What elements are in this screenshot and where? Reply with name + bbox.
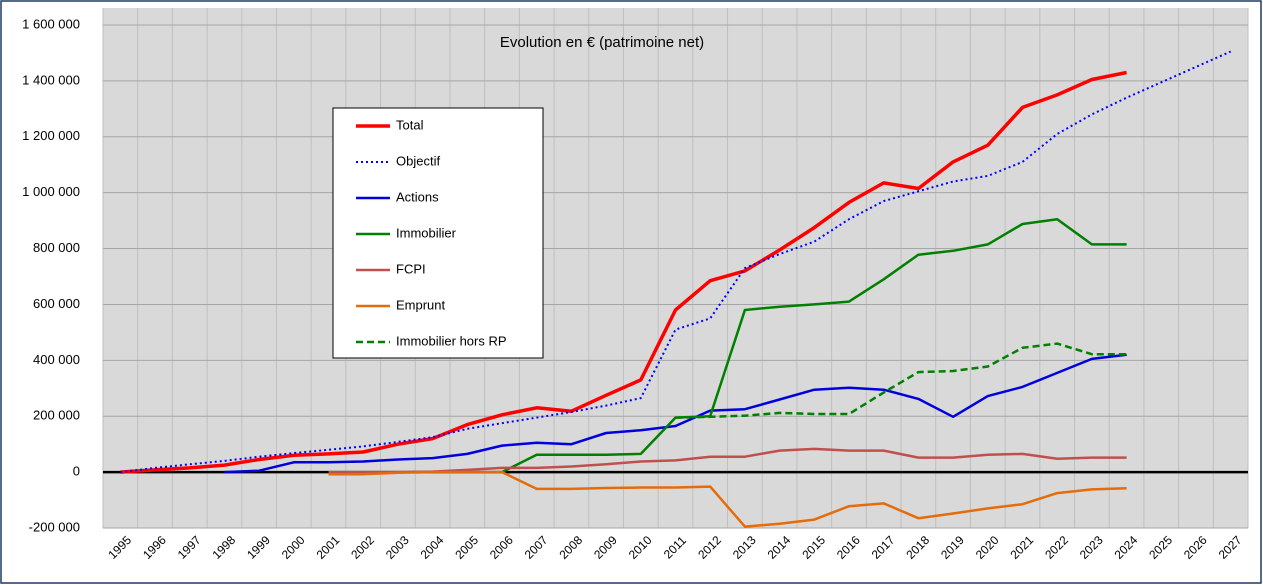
series-line [501, 217, 1127, 474]
grid [102, 8, 1249, 529]
y-tick-label: -200 000 [29, 519, 80, 534]
series-line [120, 50, 1232, 474]
y-tick-label: 1 600 000 [22, 16, 80, 31]
legend-label: Emprunt [396, 297, 446, 312]
y-tick-label: 600 000 [33, 296, 80, 311]
legend-label: FCPI [396, 261, 426, 276]
legend: Total Objectif Actions Immobilier FCPI Emprun… [356, 117, 507, 348]
legend-label: Immobilier [396, 225, 457, 240]
series-line [328, 447, 1127, 474]
y-tick-label: 1 200 000 [22, 128, 80, 143]
series-lines [120, 50, 1232, 528]
series-line [675, 342, 1127, 419]
series-line [120, 70, 1127, 474]
y-tick-label: 1 000 000 [22, 184, 80, 199]
y-tick-label: 800 000 [33, 240, 80, 255]
legend-label: Total [396, 117, 424, 132]
chart-title: Evolution en € (patrimoine net) [500, 34, 704, 51]
y-tick-label: 400 000 [33, 352, 80, 367]
y-tick-label: 200 000 [33, 408, 80, 423]
y-tick-label: 1 400 000 [22, 72, 80, 87]
series-line [224, 353, 1127, 474]
legend-label: Immobilier hors RP [396, 333, 507, 348]
series-line [328, 470, 1127, 528]
y-tick-label: 0 [73, 464, 80, 479]
legend-label: Actions [396, 189, 439, 204]
legend-label: Objectif [396, 153, 440, 168]
